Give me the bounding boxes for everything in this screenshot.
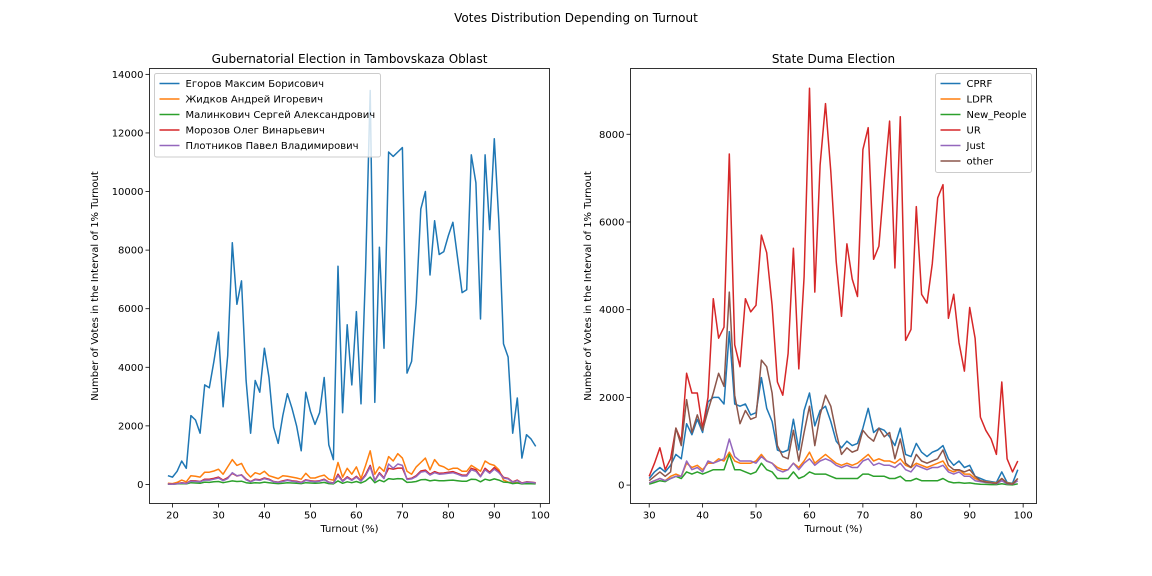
state-duma-y-tick-label: 4000 <box>599 305 624 316</box>
gubernatorial-x-tick-label: 80 <box>442 511 455 522</box>
gubernatorial-legend-label: Жидков Андрей Игоревич <box>186 95 324 106</box>
gubernatorial-y-ticks: 0 2000 4000 6000 8000 10000 12000 14000 <box>112 70 150 491</box>
state-duma-series-line-5 <box>648 291 1019 485</box>
gubernatorial-x-tick-label: 20 <box>166 511 179 522</box>
gubernatorial-chart: Gubernatorial Election in Tambovskaza Ob… <box>90 52 550 535</box>
gubernatorial-y-tick-label: 10000 <box>112 187 144 198</box>
state-duma-x-tick-label: 90 <box>963 511 976 522</box>
state-duma-legend-label: LDPR <box>967 95 993 106</box>
state-duma-series-lines <box>648 87 1019 486</box>
gubernatorial-x-tick-label: 30 <box>212 511 225 522</box>
state-duma-legend-label: New_People <box>967 110 1027 121</box>
state-duma-x-tick-label: 70 <box>857 511 870 522</box>
gubernatorial-legend-label: Морозов Олег Винарьевич <box>186 126 325 137</box>
gubernatorial-x-tick-label: 40 <box>258 511 271 522</box>
state-duma-x-tick-label: 40 <box>696 511 709 522</box>
state-duma-chart: State Duma Election Turnout (%) Number o… <box>583 52 1037 535</box>
state-duma-y-ticks: 0 2000 4000 6000 8000 <box>599 130 631 492</box>
state-duma-y-tick-label: 2000 <box>599 393 624 404</box>
state-duma-y-tick-label: 6000 <box>599 217 624 228</box>
state-duma-y-axis-label: Number of Votes in the Interval of 1% Tu… <box>583 171 594 401</box>
gubernatorial-y-tick-label: 0 <box>137 480 143 491</box>
gubernatorial-series-line-0 <box>167 89 537 478</box>
gubernatorial-y-tick-label: 4000 <box>118 363 143 374</box>
state-duma-x-tick-label: 80 <box>910 511 923 522</box>
state-duma-series-line-1 <box>648 451 1019 485</box>
state-duma-series-line-3 <box>648 87 1019 477</box>
state-duma-legend-label: UR <box>967 126 981 137</box>
state-duma-x-ticks: 30 40 50 60 70 80 90 100 <box>643 503 1033 522</box>
gubernatorial-legend-label: Малинкович Сергей Александрович <box>186 110 376 121</box>
gubernatorial-plot-frame <box>149 68 550 504</box>
state-duma-legend-label: Just <box>966 141 985 152</box>
gubernatorial-legend-label: Егоров Максим Борисович <box>186 79 325 90</box>
gubernatorial-series-line-4 <box>167 463 536 485</box>
gubernatorial-y-tick-label: 2000 <box>118 421 143 432</box>
state-duma-y-tick-label: 8000 <box>599 130 624 141</box>
gubernatorial-legend: Егоров Максим Борисович Жидков Андрей Иго… <box>154 73 381 158</box>
gubernatorial-chart-title: Gubernatorial Election in Tambovskaza Ob… <box>212 52 488 66</box>
state-duma-legend-label: CPRF <box>967 79 993 90</box>
gubernatorial-series-line-2 <box>167 476 536 485</box>
state-duma-x-axis-label: Turnout (%) <box>803 524 862 535</box>
state-duma-plot-frame <box>630 68 1037 504</box>
gubernatorial-x-tick-label: 60 <box>350 511 363 522</box>
state-duma-x-tick-label: 100 <box>1014 511 1033 522</box>
gubernatorial-x-ticks: 20 30 40 50 60 70 80 90 100 <box>166 503 550 522</box>
state-duma-legend-label: other <box>967 157 995 168</box>
gubernatorial-series-line-1 <box>167 450 536 485</box>
gubernatorial-y-tick-label: 8000 <box>118 246 143 257</box>
gubernatorial-y-axis-label: Number of Votes in the Interval of 1% Tu… <box>90 171 101 401</box>
gubernatorial-y-tick-label: 12000 <box>112 128 144 139</box>
gubernatorial-legend-box <box>154 73 381 158</box>
gubernatorial-series-lines <box>167 89 537 485</box>
state-duma-chart-title: State Duma Election <box>772 52 895 66</box>
state-duma-x-tick-label: 30 <box>643 511 656 522</box>
gubernatorial-x-axis-label: Turnout (%) <box>319 524 378 535</box>
state-duma-legend: CPRF LDPR New_People UR Just other <box>935 73 1032 173</box>
state-duma-series-line-2 <box>648 453 1018 486</box>
state-duma-series-line-4 <box>648 438 1019 485</box>
figure-suptitle: Votes Distribution Depending on Turnout <box>454 11 698 25</box>
gubernatorial-x-tick-label: 70 <box>396 511 409 522</box>
gubernatorial-x-tick-label: 100 <box>531 511 550 522</box>
gubernatorial-x-tick-label: 50 <box>304 511 317 522</box>
gubernatorial-y-tick-label: 14000 <box>112 70 144 81</box>
state-duma-y-tick-label: 0 <box>618 481 624 492</box>
state-duma-x-tick-label: 60 <box>803 511 816 522</box>
gubernatorial-legend-label: Плотников Павел Владимирович <box>186 141 359 152</box>
gubernatorial-x-tick-label: 90 <box>488 511 501 522</box>
state-duma-x-tick-label: 50 <box>750 511 763 522</box>
gubernatorial-y-tick-label: 6000 <box>118 304 143 315</box>
